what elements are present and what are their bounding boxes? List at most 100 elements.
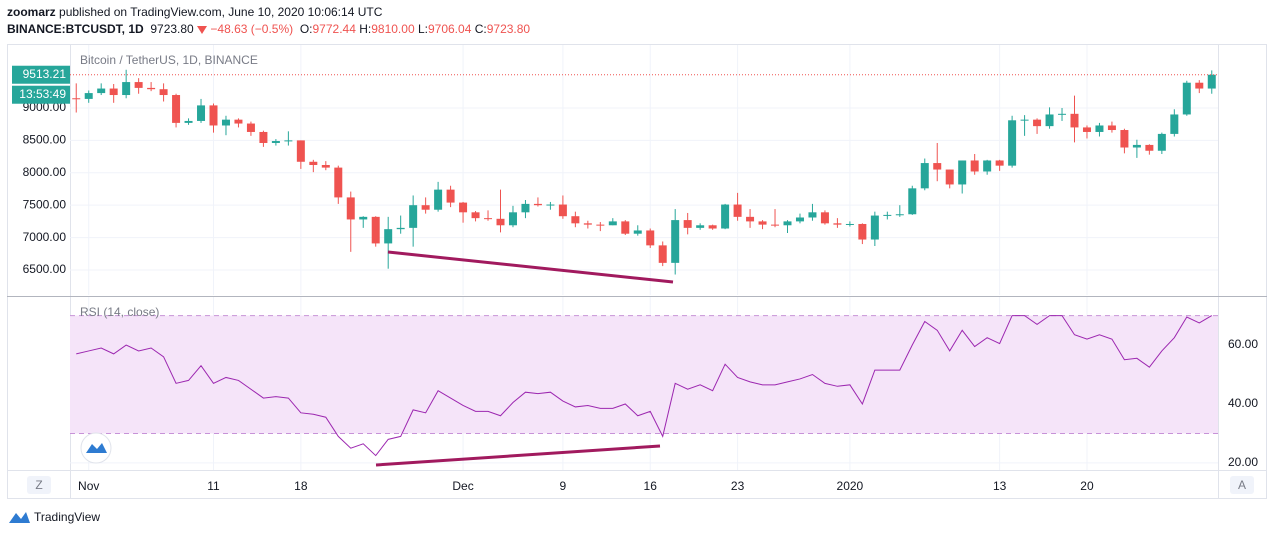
x-tick-label: 20 (1080, 479, 1094, 493)
y-tick-label: 8000.00 (23, 165, 67, 179)
down-arrow (197, 26, 208, 35)
candle-body (1207, 74, 1216, 89)
candle-body (271, 141, 280, 143)
x-tick-label: 16 (644, 479, 658, 493)
candle-body (858, 223, 867, 240)
candle-body (521, 203, 530, 213)
candle-body (1120, 130, 1129, 148)
candle-body (845, 223, 854, 225)
candle-body (933, 163, 942, 170)
band-fill (70, 315, 1218, 434)
trend-line-price (387, 250, 674, 284)
button-z-label[interactable]: Z (35, 478, 42, 492)
ohlc-3: C: (474, 22, 487, 36)
button-a-label[interactable]: A (1238, 478, 1246, 492)
candle-body (221, 119, 230, 126)
candle-body (234, 119, 243, 124)
x-tick-label: 11 (207, 479, 220, 493)
frame (7, 44, 1267, 499)
x-tick-label: 9 (560, 479, 567, 493)
candle-body (309, 161, 318, 166)
candle-body (1020, 119, 1029, 121)
candle-body (1157, 133, 1166, 151)
candle-body (596, 224, 605, 226)
last-price-box (12, 65, 70, 84)
candle-body (159, 89, 168, 96)
candle-body (658, 245, 667, 263)
candle-body (346, 197, 355, 220)
candle-body (421, 205, 430, 210)
chart: Bitcoin / TetherUS, 1D, BINANCE RSI (14,… (7, 44, 1267, 499)
candle-body (771, 224, 780, 226)
header-line-1: zoomarz published on TradingView.com, Ju… (7, 4, 530, 21)
ohlc-2-value: 9706.04 (427, 22, 472, 36)
candle-body (434, 189, 443, 210)
candle-body (908, 188, 917, 215)
candle-body (920, 163, 929, 189)
candle-body (371, 216, 380, 244)
candle-body (833, 223, 842, 225)
candle-body (1132, 144, 1141, 148)
marks (70, 69, 1218, 457)
candle-body (409, 205, 418, 228)
countdown-label: 13:53:49 (19, 87, 66, 101)
candle-body (621, 221, 630, 234)
y-tick-label: 6500.00 (23, 262, 67, 276)
candle-body (546, 204, 555, 206)
ohlc-1: H: (359, 22, 372, 36)
countdown-box (12, 85, 70, 104)
header: zoomarz published on TradingView.com, Ju… (7, 4, 530, 38)
candle-body (795, 217, 804, 222)
candle-body (209, 105, 218, 126)
candle-body (296, 140, 305, 162)
candle-body (97, 88, 106, 94)
candle-body (945, 169, 954, 185)
rsi-line (76, 315, 1213, 457)
candle-body (820, 212, 829, 224)
candle-body (384, 229, 393, 244)
y-tick-label: 8500.00 (23, 133, 67, 147)
candle-body (870, 215, 879, 240)
y-tick-label: 7000.00 (23, 230, 67, 244)
candle-body (671, 220, 680, 263)
candle-body (471, 212, 480, 219)
ohlc-2: L: (417, 22, 428, 36)
x-tick-label: 2020 (837, 479, 864, 493)
candle-body (721, 204, 730, 229)
candle-body (134, 82, 143, 88)
candle-body (1182, 82, 1191, 115)
x-tick-label: Nov (78, 479, 99, 493)
candle-body (1070, 113, 1079, 128)
candle-body (359, 216, 368, 220)
candle-body (84, 93, 93, 99)
candle-body (459, 202, 468, 213)
trend-line-rsi (375, 444, 661, 467)
candle-body (284, 140, 293, 142)
candle-body (808, 212, 817, 218)
candle-body (783, 221, 792, 226)
candle-body (334, 167, 343, 198)
candle-body (147, 87, 156, 90)
change: −48.63 (−0.5%) (210, 22, 294, 36)
header-line-2: BINANCE:BTCUSDT, 1D 9723.80 −48.63 (−0.5… (7, 21, 530, 38)
button-a[interactable] (1230, 476, 1254, 494)
candle-body (172, 95, 181, 123)
footer-brand: TradingView (34, 510, 101, 524)
candle-body (583, 223, 592, 225)
candle-body (122, 82, 131, 96)
candle-body (246, 123, 255, 132)
footer: TradingView (8, 510, 100, 524)
y-tick-label: 60.00 (1228, 337, 1258, 351)
candle-body (571, 216, 580, 224)
candle-body (1033, 119, 1042, 127)
candle-body (259, 131, 268, 143)
candle-body (746, 216, 755, 222)
ohlc-3-value: 9723.80 (486, 22, 531, 36)
candle-body (197, 105, 206, 121)
candle-body (608, 221, 617, 226)
candle-body (683, 220, 692, 228)
button-z[interactable] (27, 476, 51, 494)
candle-body (1058, 113, 1067, 115)
candle-body (184, 120, 193, 123)
